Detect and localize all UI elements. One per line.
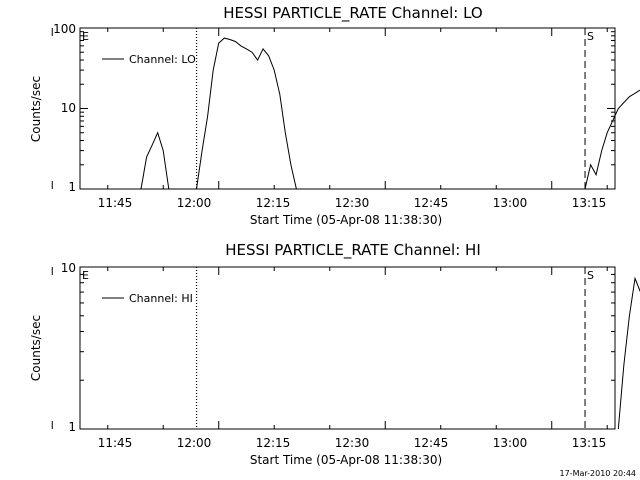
legend-lo: Channel: LO <box>102 53 196 66</box>
chart-title-lo: HESSI PARTICLE_RATE Channel: LO <box>223 4 482 23</box>
legend-hi: Channel: HI <box>102 292 193 305</box>
x-tick-label-1215: 12:15 <box>256 196 291 210</box>
plot-frame-hi <box>79 266 616 430</box>
x-tick-label-1200: 12:00 <box>177 196 212 210</box>
y-tick-label-1: 1 <box>68 420 76 434</box>
x-tick-label-1300: 13:00 <box>493 436 528 450</box>
event-markers-hi: ESE <box>82 267 594 429</box>
x-tick-label-1145: 11:45 <box>98 436 133 450</box>
series-line-hi <box>617 276 640 430</box>
event-marker-label: E <box>82 30 89 43</box>
legend-label-lo: Channel: LO <box>129 53 196 66</box>
event-markers-lo: ESE <box>82 28 594 189</box>
x-tick-label-1245: 12:45 <box>414 196 449 210</box>
y-tick-label-10: 10 <box>61 261 76 275</box>
x-tick-label-1230: 12:30 <box>335 196 370 210</box>
x-axis-lo: 11:45 12:00 12:15 12:30 12:45 13:00 13:1… <box>51 28 608 210</box>
y-axis-label-hi: Counts/sec <box>29 315 43 381</box>
event-marker-label: S <box>587 269 594 282</box>
y-axis-lo: 100 10 1 <box>53 22 615 194</box>
x-tick-label-1145: 11:45 <box>98 196 133 210</box>
x-tick-label-1300: 13:00 <box>493 196 528 210</box>
x-tick-label-1215: 12:15 <box>256 436 291 450</box>
y-axis-hi: 10 1 <box>61 261 615 434</box>
y-tick-label-10: 10 <box>61 101 76 115</box>
x-tick-label-1230: 12:30 <box>335 436 370 450</box>
x-tick-label-1315: 13:15 <box>572 196 607 210</box>
event-marker-label: S <box>587 30 594 43</box>
panel-channel-lo: HESSI PARTICLE_RATE Channel: LO 100 10 1… <box>29 4 640 227</box>
x-axis-hi: 11:45 12:00 12:15 12:30 12:45 13:00 13:1… <box>51 267 608 450</box>
panel-channel-hi: HESSI PARTICLE_RATE Channel: HI 10 1 11:… <box>29 241 640 467</box>
y-tick-label-1: 1 <box>68 180 76 194</box>
x-tick-label-1245: 12:45 <box>414 436 449 450</box>
series-line-lo <box>140 37 640 190</box>
plot-timestamp: 17-Mar-2010 20:44 <box>560 469 637 478</box>
x-axis-label-hi: Start Time (05-Apr-08 11:38:30) <box>250 453 442 467</box>
x-tick-label-1315: 13:15 <box>572 436 607 450</box>
y-tick-label-100: 100 <box>53 22 76 36</box>
y-axis-label-lo: Counts/sec <box>29 76 43 142</box>
x-axis-label-lo: Start Time (05-Apr-08 11:38:30) <box>250 213 442 227</box>
event-marker-label: E <box>82 269 89 282</box>
x-tick-label-1200: 12:00 <box>177 436 212 450</box>
legend-label-hi: Channel: HI <box>129 292 193 305</box>
chart-title-hi: HESSI PARTICLE_RATE Channel: HI <box>225 241 481 260</box>
